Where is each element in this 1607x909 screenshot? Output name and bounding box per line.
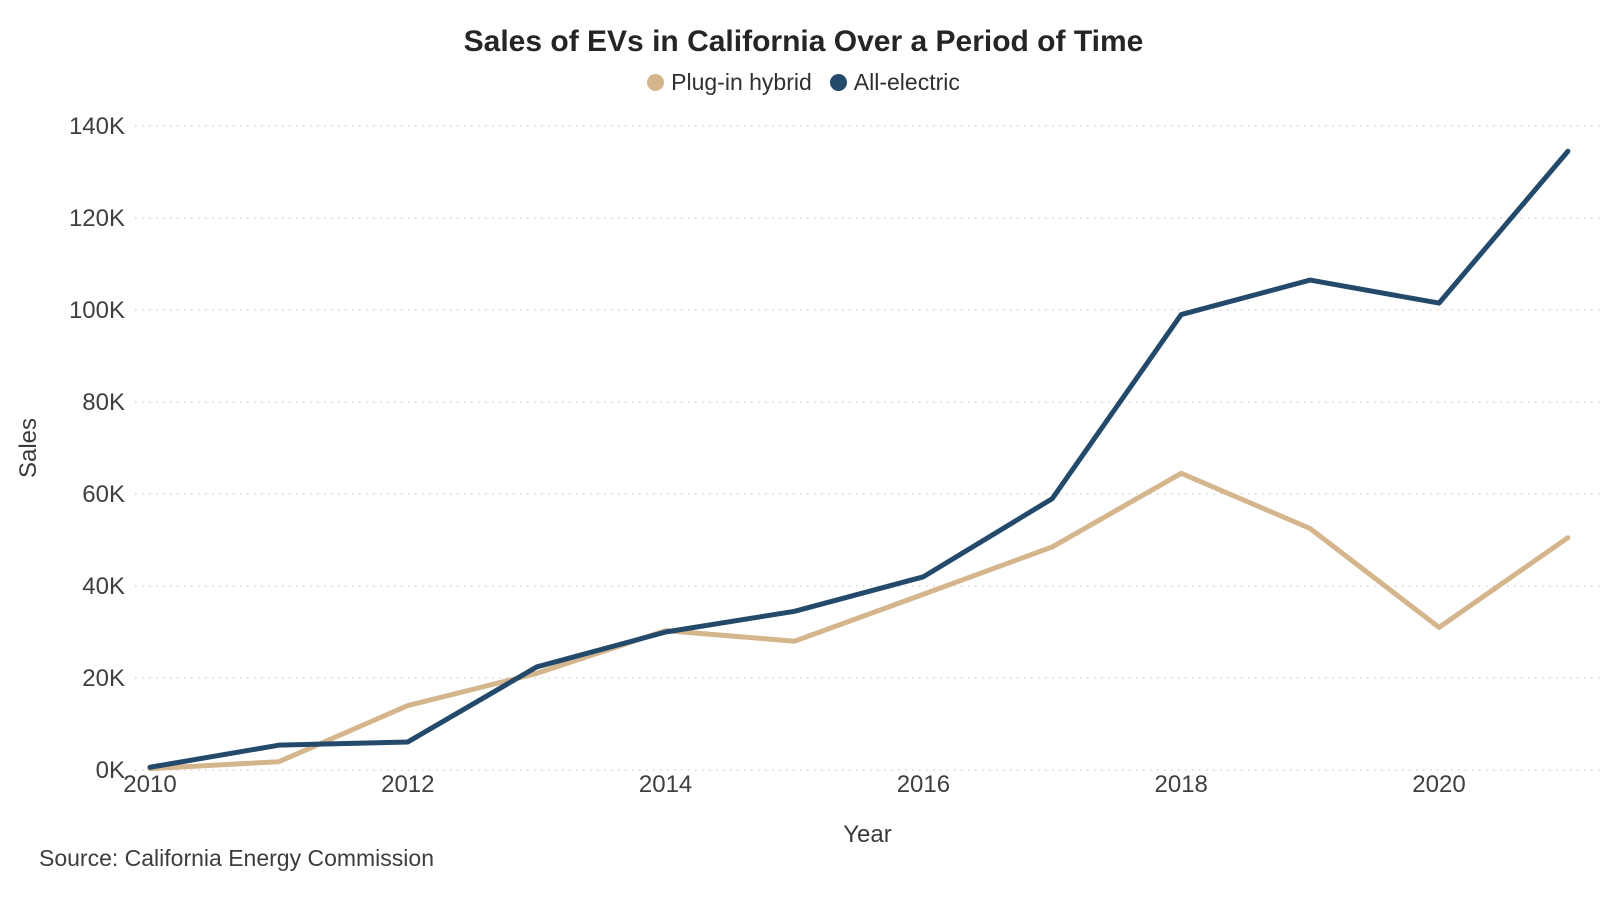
y-tick-label: 20K bbox=[82, 665, 125, 692]
legend-item-all-electric[interactable]: All-electric bbox=[829, 68, 960, 96]
legend-swatch-icon bbox=[647, 73, 665, 91]
legend-label: Plug-in hybrid bbox=[671, 69, 812, 95]
y-tick-label: 0K bbox=[96, 757, 125, 784]
y-tick-label: 80K bbox=[82, 389, 125, 416]
legend: Plug-in hybrid All-electric bbox=[0, 68, 1607, 96]
legend-item-plug-in-hybrid[interactable]: Plug-in hybrid bbox=[647, 68, 812, 96]
source-note: Source: California Energy Commission bbox=[39, 845, 434, 871]
plug-in-hybrid-line[interactable] bbox=[147, 470, 1571, 772]
x-axis-title: Year bbox=[843, 821, 892, 848]
y-tick-label: 120K bbox=[69, 205, 125, 232]
x-tick-label: 2014 bbox=[639, 771, 692, 798]
y-tick-label: 40K bbox=[82, 573, 125, 600]
y-tick-label: 100K bbox=[69, 297, 125, 324]
all-electric-line[interactable] bbox=[147, 148, 1571, 770]
x-tick-label: 2016 bbox=[897, 771, 950, 798]
legend-swatch-icon bbox=[829, 73, 847, 91]
x-tick-label: 2018 bbox=[1155, 771, 1208, 798]
y-axis-title: Sales bbox=[15, 418, 42, 478]
y-tick-label: 140K bbox=[69, 113, 125, 140]
x-tick-label: 2012 bbox=[381, 771, 434, 798]
x-tick-label: 2020 bbox=[1412, 771, 1465, 798]
y-tick-label: 60K bbox=[82, 481, 125, 508]
x-tick-label: 2010 bbox=[123, 771, 176, 798]
legend-label: All-electric bbox=[853, 69, 960, 95]
chart-title: Sales of EVs in California Over a Period… bbox=[463, 25, 1144, 58]
